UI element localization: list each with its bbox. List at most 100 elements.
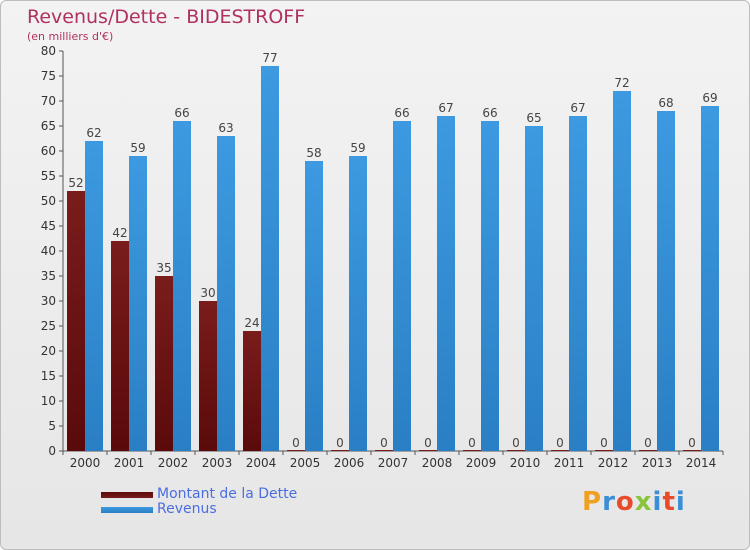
bar-revenus bbox=[393, 121, 411, 451]
data-label-revenus: 62 bbox=[86, 126, 101, 140]
data-label-dette: 0 bbox=[292, 436, 300, 450]
legend-swatch-revenus bbox=[101, 507, 153, 513]
data-label-dette: 30 bbox=[200, 286, 215, 300]
bar-revenus bbox=[217, 136, 235, 451]
data-label-dette: 52 bbox=[68, 176, 83, 190]
x-tick-label: 2004 bbox=[246, 456, 277, 470]
data-label-dette: 0 bbox=[336, 436, 344, 450]
x-tick-label: 2014 bbox=[686, 456, 717, 470]
bar-dette bbox=[67, 191, 85, 451]
y-tick-label: 50 bbox=[41, 194, 56, 208]
data-label-revenus: 67 bbox=[438, 101, 453, 115]
legend-label-revenus: Revenus bbox=[157, 501, 217, 517]
x-tick-label: 2005 bbox=[290, 456, 321, 470]
data-label-dette: 0 bbox=[600, 436, 608, 450]
y-tick-label: 40 bbox=[41, 244, 56, 258]
data-label-revenus: 66 bbox=[174, 106, 189, 120]
data-label-dette: 35 bbox=[156, 261, 171, 275]
data-label-revenus: 59 bbox=[130, 141, 145, 155]
bar-revenus bbox=[129, 156, 147, 451]
data-label-revenus: 65 bbox=[526, 111, 541, 125]
x-tick-label: 2006 bbox=[334, 456, 365, 470]
y-tick-label: 10 bbox=[41, 394, 56, 408]
bar-dette bbox=[463, 450, 481, 451]
y-tick-label: 25 bbox=[41, 319, 56, 333]
y-tick-label: 20 bbox=[41, 344, 56, 358]
y-tick-label: 35 bbox=[41, 269, 56, 283]
bar-dette bbox=[287, 450, 305, 451]
x-tick-label: 2011 bbox=[554, 456, 585, 470]
chart-title: Revenus/Dette - BIDESTROFF bbox=[27, 6, 306, 28]
bar-dette bbox=[243, 331, 261, 451]
bar-revenus bbox=[173, 121, 191, 451]
bar-revenus bbox=[437, 116, 455, 451]
data-label-revenus: 63 bbox=[218, 121, 233, 135]
data-label-dette: 0 bbox=[644, 436, 652, 450]
data-label-revenus: 66 bbox=[394, 106, 409, 120]
y-tick-label: 60 bbox=[41, 144, 56, 158]
data-label-dette: 24 bbox=[244, 316, 259, 330]
x-tick-label: 2008 bbox=[422, 456, 453, 470]
x-tick-label: 2000 bbox=[70, 456, 101, 470]
bar-revenus bbox=[569, 116, 587, 451]
legend-label-dette: Montant de la Dette bbox=[157, 486, 298, 502]
data-label-dette: 0 bbox=[688, 436, 696, 450]
x-tick-label: 2013 bbox=[642, 456, 673, 470]
x-tick-label: 2001 bbox=[114, 456, 145, 470]
y-tick-label: 15 bbox=[41, 369, 56, 383]
data-label-revenus: 59 bbox=[350, 141, 365, 155]
bar-revenus bbox=[613, 91, 631, 451]
data-label-revenus: 66 bbox=[482, 106, 497, 120]
y-tick-label: 55 bbox=[41, 169, 56, 183]
bar-dette bbox=[507, 450, 525, 451]
bar-dette bbox=[683, 450, 701, 451]
y-tick-label: 45 bbox=[41, 219, 56, 233]
bar-revenus bbox=[261, 66, 279, 451]
bar-revenus bbox=[85, 141, 103, 451]
x-tick-label: 2003 bbox=[202, 456, 233, 470]
data-label-revenus: 58 bbox=[306, 146, 321, 160]
data-label-revenus: 68 bbox=[658, 96, 673, 110]
data-label-revenus: 67 bbox=[570, 101, 585, 115]
bar-revenus bbox=[349, 156, 367, 451]
y-tick-label: 75 bbox=[41, 69, 56, 83]
x-tick-label: 2012 bbox=[598, 456, 629, 470]
bar-dette bbox=[155, 276, 173, 451]
bar-dette bbox=[639, 450, 657, 451]
bar-dette bbox=[199, 301, 217, 451]
bar-dette bbox=[595, 450, 613, 451]
y-tick-label: 70 bbox=[41, 94, 56, 108]
x-tick-label: 2002 bbox=[158, 456, 189, 470]
bar-revenus bbox=[481, 121, 499, 451]
bar-chart: 0 5 10 15 20 25 30 35 40 45 50 55 60 65 70 75 80 52 62 2000… bbox=[41, 44, 724, 470]
y-tick-label: 5 bbox=[48, 419, 56, 433]
bar-dette bbox=[419, 450, 437, 451]
data-label-dette: 0 bbox=[380, 436, 388, 450]
bar-dette bbox=[551, 450, 569, 451]
chart-subtitle: (en milliers d'€) bbox=[27, 30, 114, 43]
y-tick-label: 80 bbox=[41, 44, 56, 58]
bar-revenus bbox=[525, 126, 543, 451]
data-label-dette: 0 bbox=[424, 436, 432, 450]
proxiti-logo: Proxiti bbox=[582, 487, 686, 517]
bar-dette bbox=[375, 450, 393, 451]
y-tick-label: 65 bbox=[41, 119, 56, 133]
y-tick-label: 30 bbox=[41, 294, 56, 308]
bar-revenus bbox=[657, 111, 675, 451]
data-label-revenus: 77 bbox=[262, 51, 277, 65]
bar-revenus bbox=[305, 161, 323, 451]
data-label-revenus: 69 bbox=[702, 91, 717, 105]
bar-dette bbox=[111, 241, 129, 451]
data-label-dette: 0 bbox=[468, 436, 476, 450]
data-label-dette: 0 bbox=[512, 436, 520, 450]
x-tick-label: 2010 bbox=[510, 456, 541, 470]
legend-swatch-dette bbox=[101, 492, 153, 498]
data-label-dette: 42 bbox=[112, 226, 127, 240]
bar-dette bbox=[331, 450, 349, 451]
data-label-revenus: 72 bbox=[614, 76, 629, 90]
x-tick-label: 2009 bbox=[466, 456, 497, 470]
x-tick-label: 2007 bbox=[378, 456, 409, 470]
y-tick-label: 0 bbox=[48, 444, 56, 458]
bar-revenus bbox=[701, 106, 719, 451]
